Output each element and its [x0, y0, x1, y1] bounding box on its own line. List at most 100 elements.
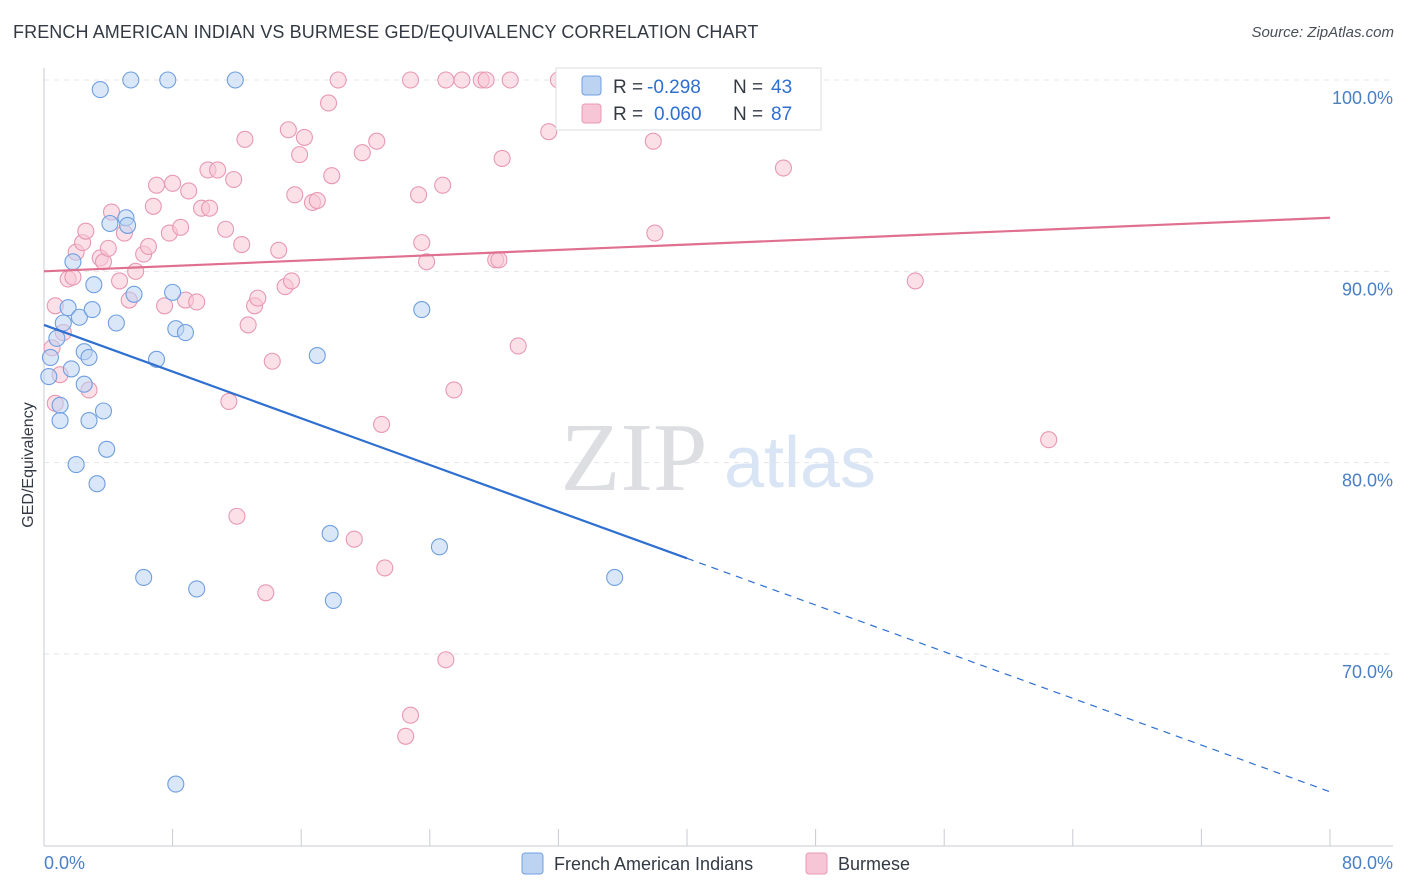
- burmese-point-25: [164, 174, 182, 192]
- burmese-point-53: [308, 191, 326, 210]
- burmese-point-85: [906, 272, 924, 290]
- burmese-point-68: [434, 176, 452, 194]
- burmese-point-79: [509, 337, 527, 355]
- fai-point-9: [67, 456, 85, 474]
- legend-r-label-1: R =: [613, 77, 643, 98]
- burmese-point-59: [368, 132, 386, 150]
- burmese-point-9: [77, 222, 95, 240]
- fai-point-6: [59, 299, 77, 317]
- burmese-point-50: [291, 146, 309, 164]
- fai-point-41: [606, 568, 624, 587]
- y-tick-labels: 100.0% 90.0% 80.0% 70.0%: [1332, 88, 1393, 682]
- source-credit: Source: ZipAtlas.com: [1251, 24, 1394, 41]
- burmese-point-28: [180, 182, 198, 200]
- fai-point-18: [91, 81, 109, 99]
- burmese-point-33: [209, 161, 227, 179]
- burmese-point-64: [401, 706, 420, 724]
- legend-label-burmese: Burmese: [838, 854, 910, 874]
- fai-point-33: [176, 324, 195, 342]
- fai-point-0: [40, 368, 58, 386]
- burmese-point-71: [445, 381, 463, 399]
- burmese-points: [43, 71, 1058, 745]
- fai-point-5: [54, 314, 72, 332]
- burmese-point-63: [401, 71, 420, 89]
- legend-r-value-2: 0.060: [654, 104, 702, 125]
- burmese-point-80: [540, 123, 558, 141]
- burmese-point-72: [453, 71, 471, 89]
- burmese-point-70: [437, 71, 455, 89]
- fai-point-16: [85, 276, 103, 294]
- fai-point-25: [125, 285, 143, 303]
- chart-title: FRENCH AMERICAN INDIAN VS BURMESE GED/EQ…: [13, 22, 759, 42]
- y-tick-label-3: 70.0%: [1342, 662, 1393, 682]
- watermark-zip: ZIP: [561, 404, 708, 512]
- burmese-point-67: [418, 253, 436, 271]
- legend-n-value-1: 43: [771, 77, 792, 98]
- burmese-point-82: [644, 132, 662, 150]
- burmese-point-15: [111, 272, 129, 290]
- y-tick-label-1: 90.0%: [1342, 279, 1393, 299]
- burmese-point-54: [319, 94, 338, 112]
- burmese-point-26: [172, 218, 190, 236]
- fai-point-36: [308, 346, 326, 365]
- burmese-point-55: [323, 167, 341, 185]
- legend-n-label-1: N =: [733, 77, 763, 98]
- burmese-point-57: [345, 530, 363, 548]
- burmese-point-35: [220, 392, 238, 410]
- fai-point-40: [430, 538, 448, 556]
- fai-point-11: [75, 375, 93, 393]
- french-american-indian-points: [40, 71, 624, 793]
- fai-point-24: [119, 216, 137, 234]
- burmese-point-48: [283, 272, 301, 290]
- burmese-point-76: [490, 251, 508, 269]
- trend-lines: [43, 216, 1331, 793]
- fai-point-21: [101, 214, 119, 233]
- y-axis-label: GED/Equivalency: [20, 402, 37, 527]
- x-tick-max: 80.0%: [1342, 853, 1393, 873]
- watermark-atlas: atlas: [724, 423, 876, 503]
- series-legend: French American Indians Burmese: [521, 852, 910, 875]
- gridlines: [44, 79, 1393, 655]
- legend-swatch-fai: [581, 75, 602, 96]
- fai-point-7: [62, 360, 80, 378]
- stats-legend: R = -0.298 N = 43 R = 0.060 N = 87: [555, 67, 822, 131]
- axes: [43, 68, 1393, 847]
- burmese-point-40: [239, 316, 257, 334]
- legend-n-value-2: 87: [771, 104, 792, 125]
- burmese-point-38: [233, 235, 251, 254]
- burmese-point-39: [236, 130, 254, 148]
- burmese-point-62: [397, 727, 415, 745]
- fai-point-3: [51, 396, 69, 414]
- trend-line-fai-extrapolated: [686, 557, 1331, 793]
- burmese-point-21: [144, 197, 162, 215]
- fai-point-17: [88, 475, 106, 493]
- fai-point-29: [159, 71, 177, 89]
- y-tick-label-0: 100.0%: [1332, 88, 1393, 108]
- fai-point-30: [164, 283, 182, 301]
- legend-r-value-1: -0.298: [647, 77, 701, 98]
- burmese-point-32: [201, 199, 219, 217]
- burmese-point-36: [225, 170, 243, 189]
- y-tick-label-2: 80.0%: [1342, 471, 1393, 491]
- burmese-point-37: [228, 507, 246, 525]
- fai-point-19: [94, 402, 113, 420]
- legend-r-label-2: R =: [613, 104, 643, 125]
- burmese-point-51: [295, 128, 313, 146]
- burmese-point-45: [270, 241, 288, 259]
- fai-point-15: [83, 301, 101, 319]
- fai-point-38: [324, 591, 342, 609]
- burmese-point-6: [64, 268, 82, 286]
- fai-point-14: [80, 348, 98, 366]
- fai-point-35: [226, 71, 244, 89]
- burmese-point-29: [188, 293, 206, 311]
- burmese-point-43: [257, 584, 275, 602]
- fai-point-39: [413, 301, 431, 319]
- burmese-point-84: [774, 159, 793, 177]
- burmese-point-83: [646, 224, 664, 242]
- legend-label-fai: French American Indians: [554, 854, 753, 874]
- legend-swatch-burmese: [581, 103, 602, 124]
- burmese-point-13: [99, 239, 117, 257]
- legend-swatch-fai-bottom: [521, 852, 544, 875]
- fai-point-13: [80, 412, 98, 430]
